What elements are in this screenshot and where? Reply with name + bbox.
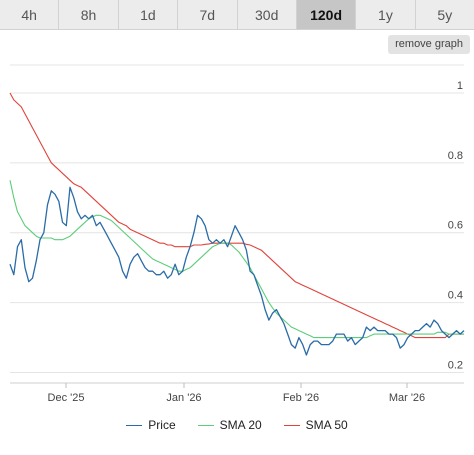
legend-item-sma-50[interactable]: SMA 50 [283, 418, 348, 432]
chart-legend: Price SMA 20 SMA 50 [0, 418, 474, 432]
x-tick-label: Feb '26 [283, 392, 319, 404]
price-chart: 0.2 0.4 0.6 0.8 1 Dec '25 Jan '26 Feb '26 Mar '2… [9, 64, 465, 404]
remove-graph-button[interactable]: remove graph [388, 35, 470, 54]
legend-swatch [283, 424, 300, 426]
tab-120d[interactable]: 120d [296, 0, 357, 30]
series-line-sma-50 [9, 92, 464, 339]
tab-7d[interactable]: 7d [178, 0, 238, 30]
x-tick-label: Dec '25 [48, 392, 85, 404]
legend-swatch [197, 424, 214, 426]
tab-30d[interactable]: 30d [237, 0, 297, 30]
tab-1y[interactable]: 1y [356, 0, 416, 30]
legend-label: SMA 50 [305, 418, 348, 432]
y-tick-label: 0.8 [448, 150, 463, 162]
y-tick-label: 0.4 [448, 290, 463, 302]
x-tick-label: Mar '26 [389, 392, 425, 404]
y-tick-label: 0.2 [448, 360, 463, 372]
tab-5y[interactable]: 5y [415, 0, 474, 30]
time-range-tabs: 4h 8h 1d 7d 30d 120d 1y 5y [0, 0, 474, 30]
y-tick-label: 1 [457, 80, 463, 92]
series-line-sma-20 [9, 180, 464, 339]
y-tick-label: 0.6 [448, 220, 463, 232]
legend-label: Price [148, 418, 176, 432]
tab-4h[interactable]: 4h [0, 0, 60, 30]
legend-item-price[interactable]: Price [126, 418, 176, 432]
legend-label: SMA 20 [219, 418, 262, 432]
legend-swatch [126, 424, 143, 426]
legend-item-sma-20[interactable]: SMA 20 [197, 418, 262, 432]
tab-1d[interactable]: 1d [118, 0, 179, 30]
x-tick-label: Jan '26 [166, 392, 201, 404]
tab-8h[interactable]: 8h [59, 0, 119, 30]
series-line-price [9, 186, 465, 356]
